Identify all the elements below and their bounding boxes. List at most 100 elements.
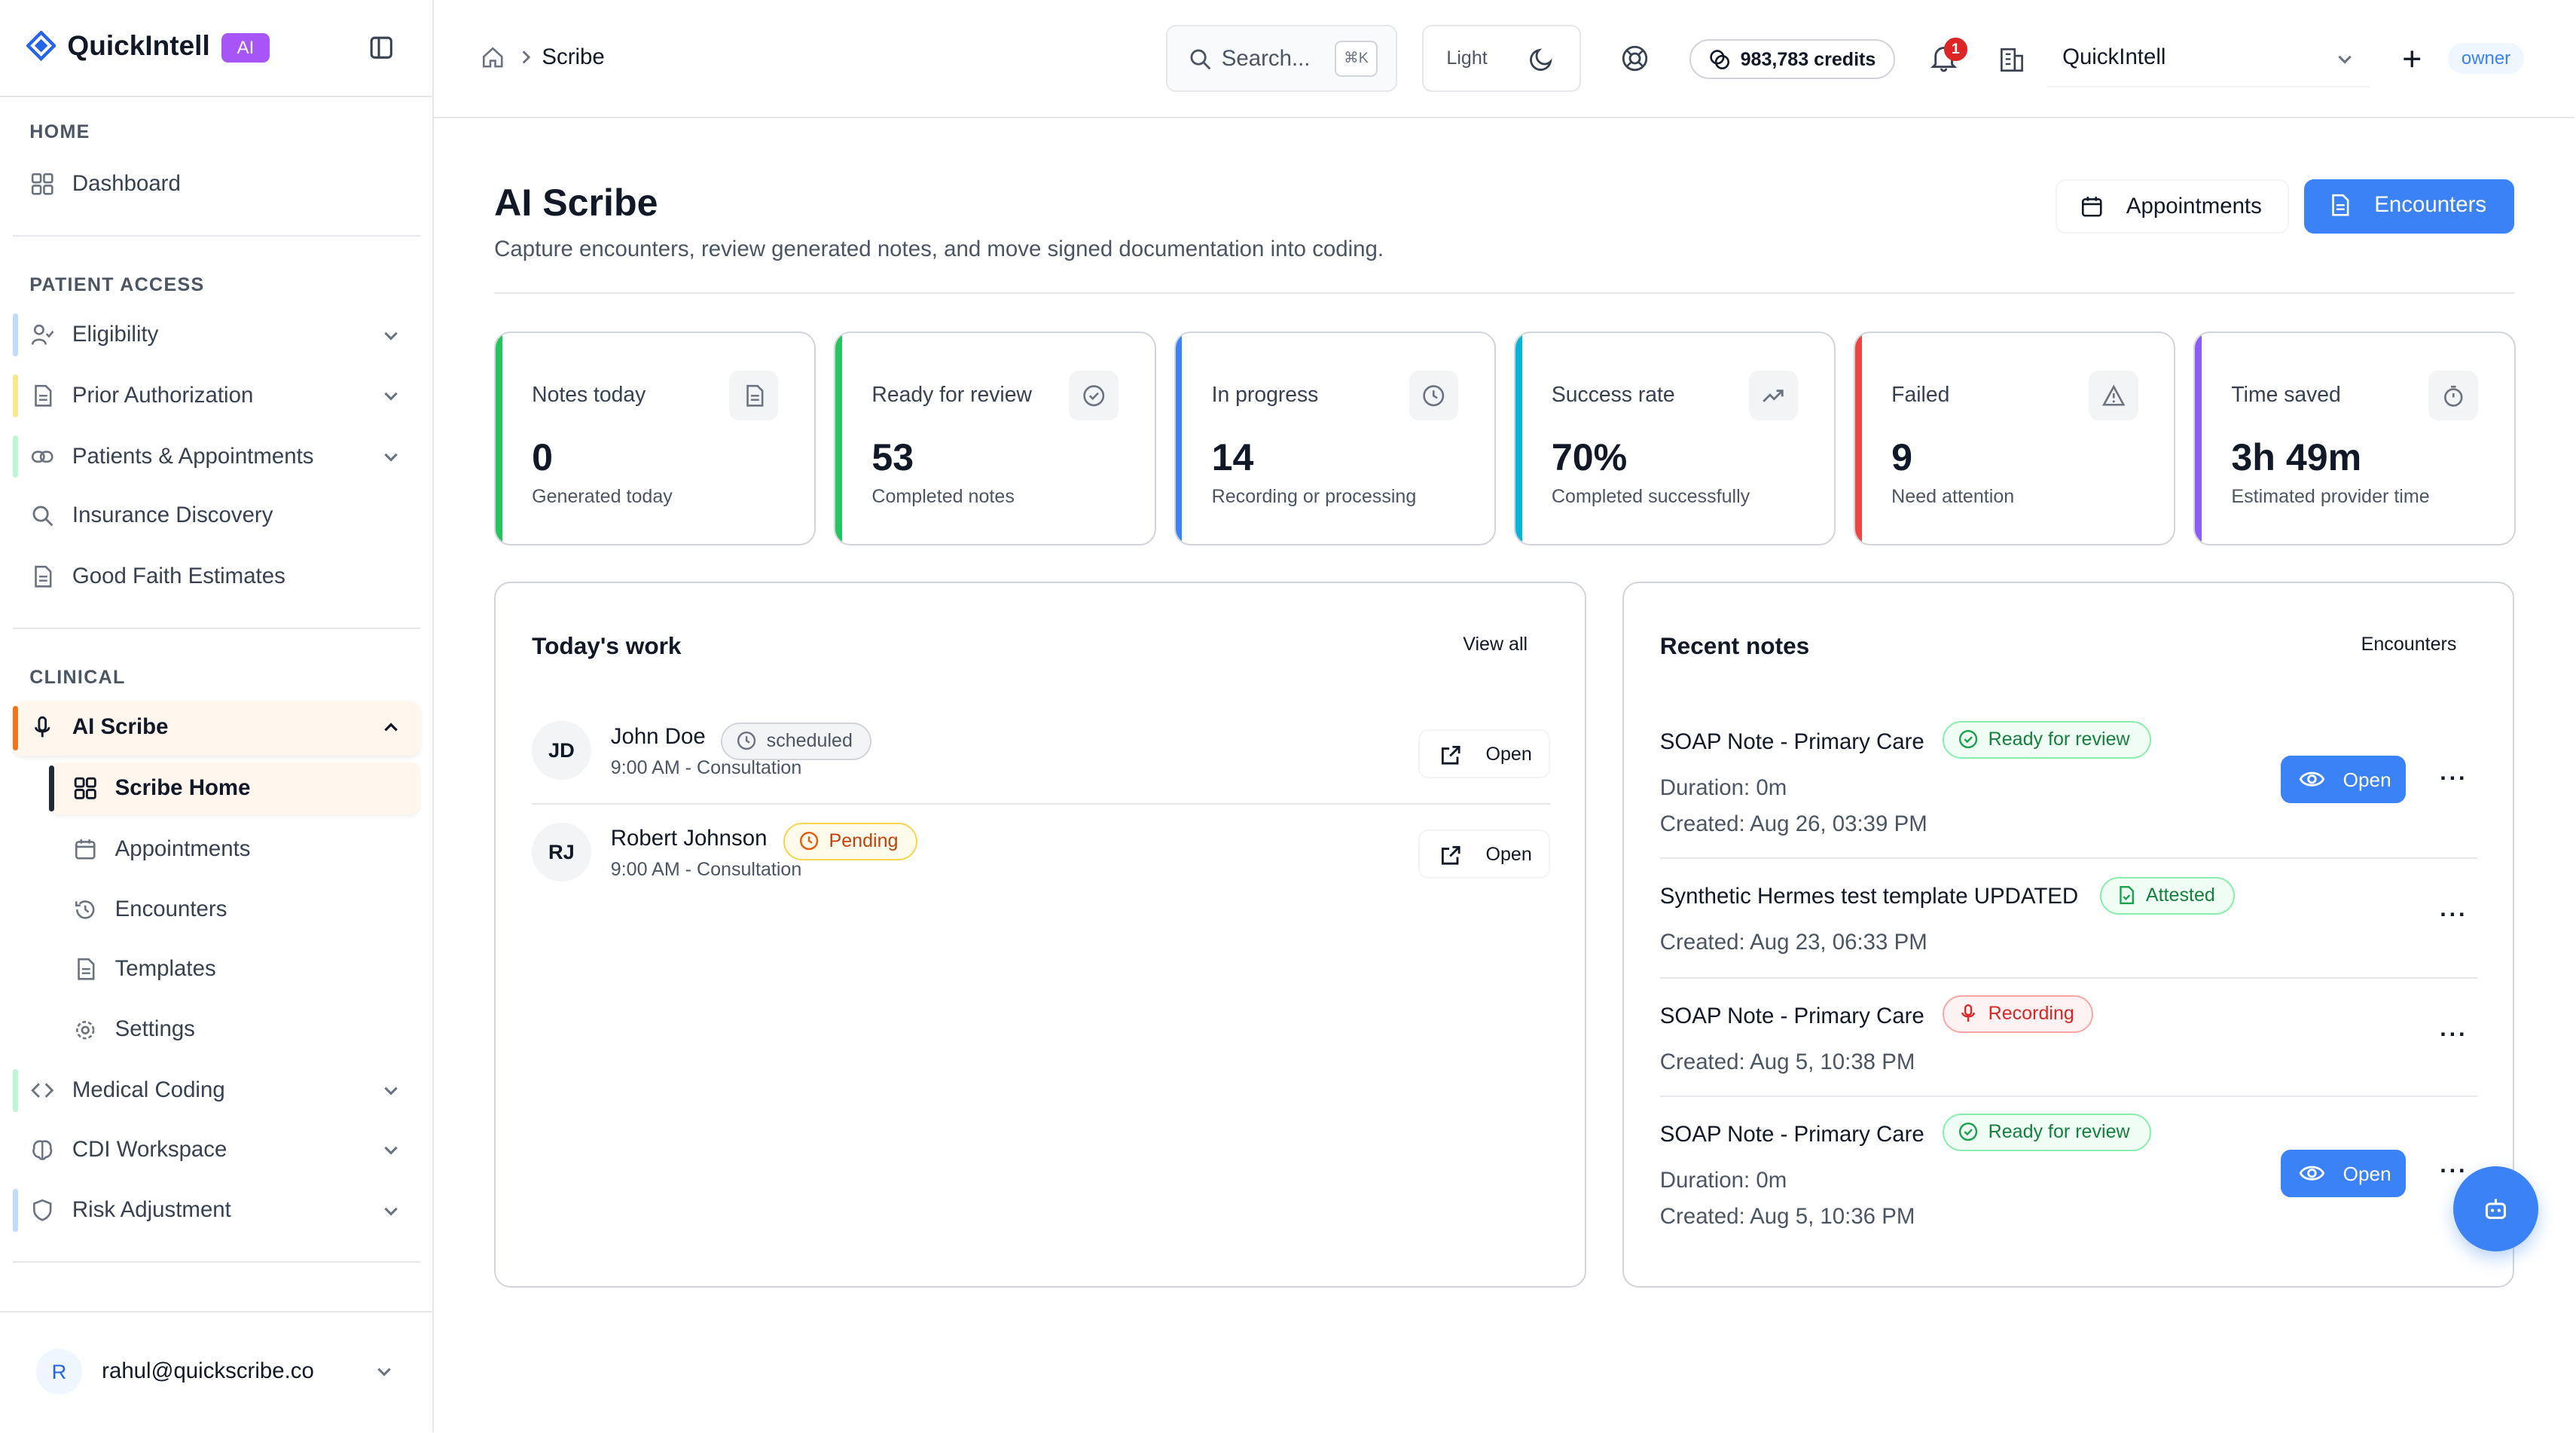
work-row[interactable]: JD John Doe scheduled 9:00 AM - Consulta… [532,714,1550,809]
divider [13,627,421,629]
sidebar-subitem-encounters[interactable]: Encounters [49,884,420,936]
appointments-button[interactable]: Appointments [2056,179,2289,234]
open-button[interactable]: Open [1418,729,1550,779]
more-options-icon[interactable]: ··· [2440,1157,2468,1184]
view-all-link[interactable]: View all [1463,634,1528,655]
note-created: Created: Aug 5, 10:38 PM [1659,1049,1915,1074]
search-input[interactable]: Search... ⌘K [1165,24,1398,93]
user-menu[interactable]: R rahul@quickscribe.co [13,1334,420,1409]
open-note-button[interactable]: Open [2280,755,2406,803]
status-text: Attested [2145,884,2215,906]
status-text: Recording [1988,1002,2074,1024]
stat-subtext: Completed successfully [1551,486,1750,508]
nav-accent-bar [13,435,18,478]
stat-label: Notes today [532,382,646,407]
stat-value: 14 [1211,435,1254,478]
sidebar-item-medical-coding[interactable]: Medical Coding [13,1065,420,1117]
more-options-icon[interactable]: ··· [2440,1021,2468,1047]
sidebar-item-label: Prior Authorization [72,382,254,408]
encounters-button[interactable]: Encounters [2303,179,2514,234]
stat-card-failed[interactable]: Failed 9 Need attention [1854,332,2176,545]
external-link-icon [1439,744,1463,767]
stat-value: 9 [1891,435,1913,478]
credits-badge[interactable]: 983,783 credits [1689,39,1895,79]
stat-card-success-rate[interactable]: Success rate 70% Completed successfully [1513,332,1836,545]
sidebar-item-cdi-workspace[interactable]: CDI Workspace [13,1123,420,1176]
sidebar-item-good-faith-estimates[interactable]: Good Faith Estimates [13,550,420,603]
plus-icon[interactable] [2401,47,2424,71]
encounters-link[interactable]: Encounters [2361,634,2457,655]
sidebar-subitem-scribe-home[interactable]: Scribe Home [49,762,421,815]
user-email: rahul@quickscribe.co [102,1358,314,1383]
code-icon [31,1079,54,1102]
home-icon[interactable] [481,46,505,69]
stat-card-time-saved[interactable]: Time saved 3h 49m Estimated provider tim… [2193,332,2516,545]
recent-notes-panel: Recent notes Encounters SOAP Note - Prim… [1622,581,2514,1288]
role-badge: owner [2448,42,2524,75]
note-title[interactable]: Synthetic Hermes test template UPDATED [1659,883,2079,909]
open-note-button[interactable]: Open [2280,1149,2406,1198]
calendar-icon [2080,195,2104,218]
active-indicator [49,765,54,811]
sidebar-item-prior-authorization[interactable]: Prior Authorization [13,370,420,423]
divider [1659,1095,2478,1098]
sidebar-item-ai-scribe[interactable]: AI Scribe [13,701,421,756]
sidebar-item-eligibility[interactable]: Eligibility [13,309,420,362]
file-check-icon [2117,885,2136,905]
stat-card-in-progress[interactable]: In progress 14 Recording or processing [1174,332,1496,545]
chevron-down-icon [374,1361,394,1381]
panel-title: Today's work [532,632,682,660]
patient-name: John Doe [610,724,706,750]
theme-toggle[interactable]: Light [1421,24,1582,93]
chevron-down-icon [381,1140,401,1160]
file-icon [31,384,54,408]
stat-card-ready-for-review[interactable]: Ready for review 53 Completed notes [834,332,1156,545]
link-icon [31,445,54,469]
note-created: Created: Aug 26, 03:39 PM [1659,811,1927,836]
note-title[interactable]: SOAP Note - Primary Care [1659,1003,1924,1028]
sidebar-item-label: AI Scribe [72,714,169,740]
stat-label: Success rate [1551,382,1675,407]
nav-accent-bar [13,313,18,357]
ai-badge: AI [221,32,270,63]
note-title[interactable]: SOAP Note - Primary Care [1659,1121,1924,1147]
sidebar-item-label: Encounters [114,897,227,922]
note-created: Created: Aug 23, 06:33 PM [1659,929,1927,955]
stat-value: 3h 49m [2231,435,2362,478]
stat-card-notes-today[interactable]: Notes today 0 Generated today [494,332,816,545]
nav-accent-bar [13,1069,18,1112]
microphone-icon [1958,1004,1978,1023]
sidebar-item-insurance-discovery[interactable]: Insurance Discovery [13,490,420,542]
more-options-icon[interactable]: ··· [2440,765,2468,791]
work-row[interactable]: RJ Robert Johnson Pending 9:00 AM - Cons… [532,816,1550,911]
stat-accent [1175,333,1183,544]
more-options-icon[interactable]: ··· [2440,901,2468,927]
stat-subtext: Estimated provider time [2231,486,2430,508]
credits-text: 983,783 credits [1740,49,1876,71]
sidebar-subitem-settings[interactable]: Settings [49,1004,420,1056]
user-check-icon [31,323,54,347]
sidebar-subitem-appointments[interactable]: Appointments [49,823,420,875]
avatar: R [35,1348,82,1395]
sidebar-item-label: Medical Coding [72,1077,225,1103]
sidebar-item-label: Patients & Appointments [72,443,314,469]
shortcut-hint: ⌘K [1335,41,1378,78]
help-icon[interactable] [1621,44,1649,72]
sidebar-item-dashboard[interactable]: Dashboard [13,157,420,210]
open-button[interactable]: Open [1418,829,1550,879]
sidebar-item-label: Settings [114,1016,195,1042]
shield-icon [31,1199,54,1222]
sidebar-toggle-icon[interactable] [370,36,393,60]
notification-count: 1 [1944,38,1967,61]
sidebar-subitem-templates[interactable]: Templates [49,943,420,995]
stat-value: 70% [1551,435,1628,478]
sidebar-item-risk-adjustment[interactable]: Risk Adjustment [13,1184,420,1237]
note-title[interactable]: SOAP Note - Primary Care [1659,729,1924,754]
assistant-fab[interactable] [2452,1166,2539,1252]
status-badge: Attested [2100,876,2235,915]
org-select[interactable]: QuickIntell [2047,29,2370,87]
sidebar-item-label: Insurance Discovery [72,503,273,528]
quickintell-logo-icon [26,31,56,61]
sidebar-item-patients-appointments[interactable]: Patients & Appointments [13,430,420,483]
grid-icon [74,777,97,800]
